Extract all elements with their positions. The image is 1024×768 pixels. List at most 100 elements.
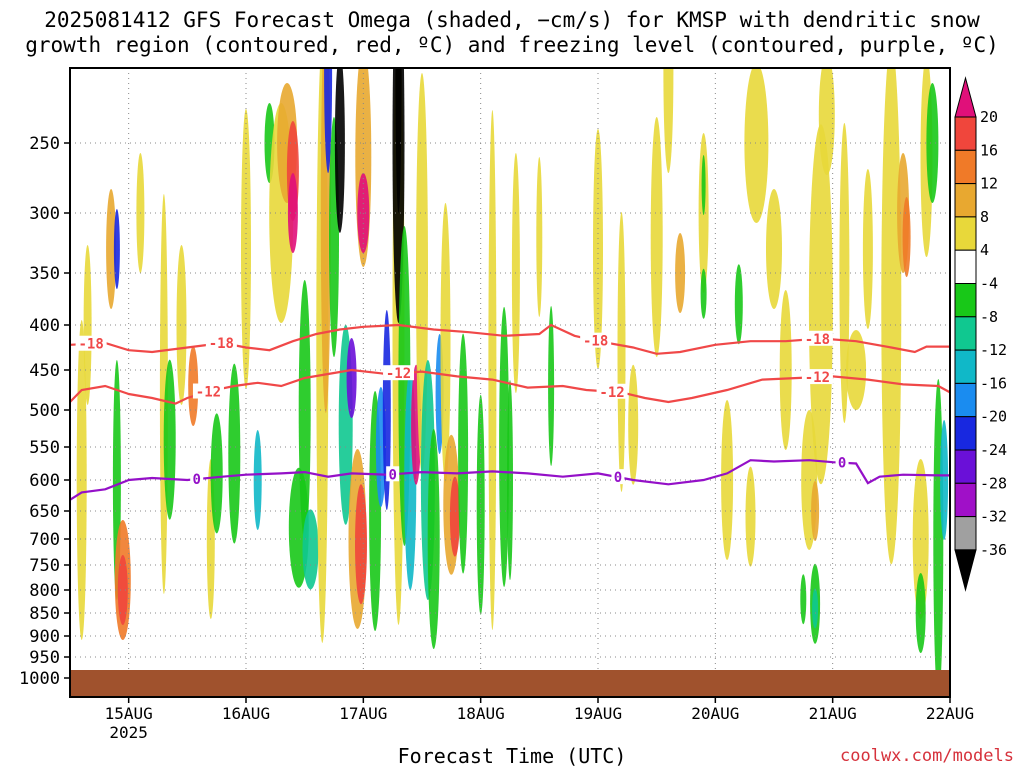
omega-cell — [427, 429, 440, 649]
colorbar-bin — [954, 516, 977, 551]
omega-cell — [346, 338, 357, 418]
x-tick-label: 19AUG — [574, 704, 622, 723]
contours: -18 -18 -18 -18 -12 -12 -12 -12 0 0 0 0 — [69, 323, 951, 501]
omega-cell — [721, 400, 734, 560]
omega-cell — [744, 68, 769, 223]
ground-layer — [70, 670, 950, 697]
y-tick-label: 450 — [29, 361, 60, 381]
x-axis-label: Forecast Time (UTC) — [397, 744, 627, 768]
omega-cell — [839, 123, 850, 423]
omega-cell — [476, 394, 485, 615]
omega-cell — [846, 330, 867, 410]
omega-cell — [808, 124, 833, 485]
colorbar-bin — [954, 249, 977, 284]
colorbar-bin — [954, 149, 977, 185]
colorbar-bin — [954, 216, 977, 251]
contour-label: -18 — [805, 332, 830, 348]
y-tick-label: 750 — [29, 556, 60, 576]
colorbar-label: -32 — [980, 508, 1007, 526]
chart-title-line-1: 2025081412 GFS Forecast Omega (shaded, −… — [44, 8, 980, 32]
y-tick-label: 950 — [29, 648, 60, 668]
y-tick-label: 550 — [29, 438, 60, 458]
contour-label-bg — [835, 454, 849, 470]
colorbar-label: -36 — [980, 541, 1007, 559]
contour-label-bg — [596, 383, 628, 399]
colorbar-top-arrow — [954, 76, 977, 118]
colorbar-bottom-arrow — [954, 549, 977, 592]
y-tick-label: 500 — [29, 401, 60, 421]
omega-cell — [812, 588, 819, 629]
omega-cell — [818, 68, 835, 175]
plot-frame — [69, 67, 951, 698]
contour-label-bg — [386, 466, 400, 482]
x-tick-label: 15AUG — [105, 704, 153, 723]
colorbar: 20 16 12 8 4 -4 -8 -12 -16 -20 -24 -28 -32 -36 — [954, 76, 1007, 592]
contour-label: -18 — [78, 337, 103, 353]
contour-label-bg — [75, 335, 107, 351]
x-tick-label: 16AUG — [222, 704, 270, 723]
contour-line--12 — [69, 368, 951, 405]
omega-cell — [536, 157, 543, 317]
contour-label: 0 — [388, 467, 396, 483]
omega-cell — [113, 209, 120, 289]
colorbar-bin — [954, 349, 977, 384]
omega-cell — [862, 169, 873, 329]
contour-label: 0 — [838, 456, 846, 472]
omega-cell — [302, 509, 319, 590]
omega-cell — [228, 363, 241, 544]
y-tick-label: 250 — [29, 134, 60, 154]
y-tick-label: 700 — [29, 530, 60, 550]
contour-label-bg — [192, 383, 224, 399]
omega-cell — [701, 155, 706, 215]
site-credit: coolwx.com/models — [840, 746, 1014, 766]
y-tick-label: 650 — [29, 502, 60, 522]
colorbar-label: -4 — [980, 275, 998, 293]
x-tick-year-label: 2025 — [109, 723, 148, 742]
contour-label: -12 — [386, 366, 411, 382]
contour-label: -12 — [599, 385, 624, 401]
omega-cell — [933, 379, 944, 697]
colorbar-bin — [954, 283, 977, 318]
colorbar-label: 4 — [980, 241, 989, 259]
colorbar-label: -16 — [980, 374, 1007, 392]
omega-cell — [106, 189, 117, 309]
omega-cell — [324, 68, 333, 173]
colorbar-bin — [954, 449, 977, 484]
colorbar-label: 12 — [980, 175, 998, 193]
plot-border — [69, 67, 951, 698]
omega-cell — [926, 83, 939, 203]
omega-cell — [650, 117, 663, 357]
contour-label-bg — [611, 469, 625, 485]
omega-cell — [382, 310, 391, 510]
y-tick-label: 1000 — [19, 669, 60, 689]
ground-band — [70, 670, 950, 697]
y-tick-label: 600 — [29, 471, 60, 491]
y-tick-label: 350 — [29, 264, 60, 284]
contour-label-bg — [801, 330, 833, 346]
x-tick-label: 18AUG — [457, 704, 505, 723]
contour-label: -12 — [805, 370, 830, 386]
omega-cell — [734, 264, 743, 345]
contour-label: -18 — [209, 336, 234, 352]
omega-cell — [766, 189, 782, 309]
contour-label: -12 — [196, 385, 221, 401]
y-tick-label: 400 — [29, 316, 60, 336]
colorbar-label: -28 — [980, 474, 1007, 492]
colorbar-label: 20 — [980, 108, 998, 126]
colorbar-bin — [954, 116, 977, 151]
colorbar-label: -24 — [980, 441, 1007, 459]
omega-cell — [617, 212, 626, 492]
contour-label-bg — [205, 335, 237, 351]
contour-label-bg — [580, 332, 612, 348]
contour-label: 0 — [614, 470, 622, 486]
contour-label-bg — [801, 369, 833, 385]
contour-label-bg — [190, 471, 204, 487]
omega-cell — [940, 420, 949, 540]
colorbar-bin — [954, 316, 977, 351]
x-axis-ticks: 15AUG 16AUG 17AUG 18AUG 19AUG 20AUG 21AUG 22AUG… — [105, 697, 974, 742]
colorbar-label: -20 — [980, 408, 1007, 426]
colorbar-label: -12 — [980, 341, 1007, 359]
colorbar-label: 8 — [980, 208, 989, 226]
contour-label: 0 — [193, 472, 201, 488]
